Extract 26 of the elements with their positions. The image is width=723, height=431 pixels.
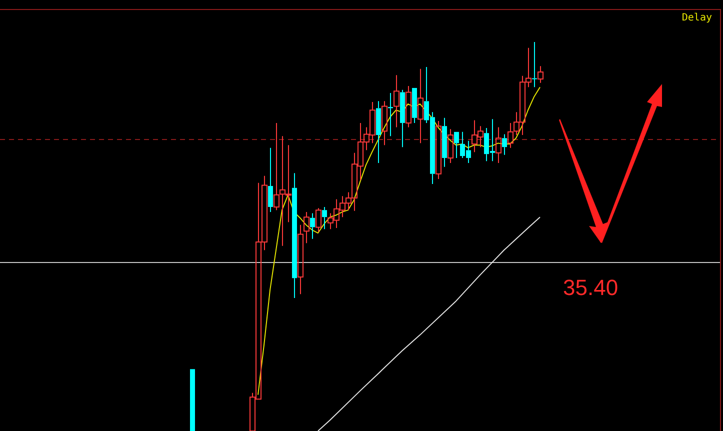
candlestick [502, 134, 507, 156]
candlestick [418, 68, 424, 144]
candlestick [310, 212, 315, 240]
candlestick [382, 100, 388, 146]
candlestick [442, 117, 447, 168]
candlestick [448, 128, 454, 164]
candlestick [316, 208, 322, 232]
candlestick [412, 88, 417, 124]
annotation: 35.40 [563, 275, 618, 300]
candlestick [304, 212, 310, 244]
candlestick [400, 89, 405, 148]
candlestick [496, 126, 502, 164]
candlestick [538, 66, 544, 84]
candlestick [394, 74, 400, 128]
candlestick [406, 86, 412, 128]
candlestick [322, 206, 327, 230]
candlestick [532, 42, 537, 88]
candlestick [376, 100, 381, 164]
candlestick [436, 120, 442, 180]
candlestick [454, 132, 459, 158]
text: Delay [682, 12, 712, 24]
candlestick [274, 122, 280, 211]
candlestick [298, 224, 304, 295]
candlestick [268, 147, 273, 213]
candlestick [292, 172, 297, 298]
candlestick [508, 122, 514, 148]
